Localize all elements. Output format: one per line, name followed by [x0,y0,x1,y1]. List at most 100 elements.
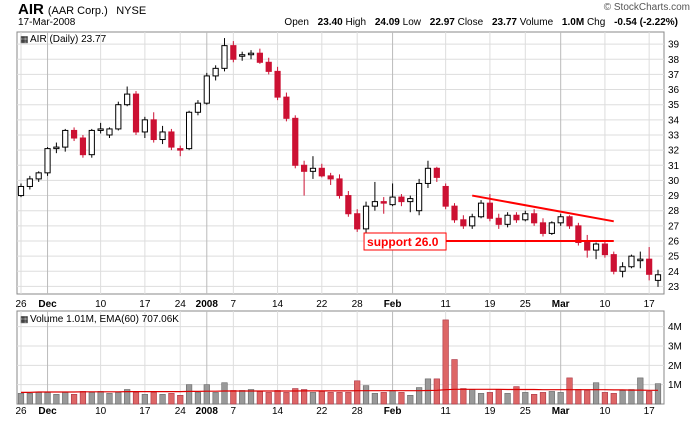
candle-body [62,129,69,148]
volume-x-tick-label: 28 [352,406,364,417]
exchange-name: NYSE [116,5,147,17]
price-y-tick-label: 39 [668,40,680,51]
quote-volume-value: 1.0M [561,17,585,28]
candle-body [17,185,25,197]
price-y-tick-label: 28 [668,206,680,217]
volume-bar [601,392,609,405]
candle-body [513,214,520,221]
volume-bar [637,377,644,405]
candle-body [424,167,432,184]
volume-x-tick-label: 2008 [196,406,219,417]
volume-bar [44,392,51,405]
volume-bar [88,392,95,405]
price-x-tick-label: 14 [272,299,284,310]
candle-body [601,243,609,256]
price-x-tick-label: 10 [599,299,611,310]
volume-bar [177,395,184,405]
volume-bar [610,393,617,405]
candle-body [132,93,140,133]
quote-summary: Open 23.40 High 24.09 Low 22.97 Close 23… [284,17,678,28]
volume-x-tick-label: 26 [15,406,27,417]
price-x-tick-label: 24 [175,299,187,310]
volume-bar [309,392,317,405]
price-x-tick-label: 11 [440,299,451,310]
volume-bar [442,319,449,405]
price-chart: support 26.0 23 24 25 26 27 28 29 30 31 32 33 34 35 3… [15,31,680,310]
volume-x-tick-label: 17 [139,406,151,417]
ticker-symbol: AIR [18,1,44,18]
quote-high-value: 24.09 [374,17,400,28]
candle-body [212,67,219,77]
price-x-tick-label: 10 [95,299,107,310]
quote-low-label: Low [402,17,422,28]
price-y-tick-label: 27 [668,221,680,232]
candle-body [584,242,591,251]
price-x-tick-label: Feb [384,299,402,310]
candle-body [124,93,131,106]
candle-body [460,219,467,227]
candle-body [97,128,104,131]
volume-bar [451,359,458,405]
volume-bar [619,390,626,405]
volume-bar [433,378,440,405]
chart-header: AIR (AAR Corp.) NYSE 17-Mar-2008 © StockC… [0,0,700,32]
volume-x-tick-label: Dec [38,406,57,417]
volume-bar [522,392,529,405]
candle-body [469,216,476,227]
price-y-tick-label: 37 [668,70,680,81]
volume-bar [318,391,325,405]
candle-body [256,52,263,63]
candle-body [221,45,228,69]
volume-x-tick-label: 22 [316,406,328,417]
volume-bar [628,389,635,405]
candle-body [654,274,662,281]
candle-body [88,129,95,156]
volume-bar [371,393,378,405]
volume-bar [584,390,591,405]
support-label-box [363,232,447,251]
candle-body [637,258,644,262]
candle-body [354,213,361,230]
candle-body [531,213,538,224]
quote-date: 17-Mar-2008 [18,17,76,28]
volume-bar [513,386,520,405]
volume-bar [575,389,582,405]
price-y-tick-label: 36 [668,85,680,96]
quote-open-value: 23.40 [317,17,343,28]
volume-legend-icon: ▦ [20,314,29,324]
volume-bar [124,389,131,405]
price-x-tick-label: 28 [352,299,364,310]
price-y-tick-label: 31 [668,161,680,172]
volume-bar [53,394,60,405]
volume-bar [159,394,166,405]
price-y-tick-label: 23 [668,282,680,293]
stockcharts-logo[interactable]: © StockCharts.com [603,2,690,13]
volume-bar [504,393,511,405]
candle-body [150,119,157,141]
price-x-tick-label: 7 [231,299,237,310]
candle-body [371,201,378,207]
candle-body [592,243,600,251]
volume-bar [106,393,113,405]
volume-chart: 1M 2M 3M 4M 26 Dec 10 17 24 2008 7 14 22 28 Feb 11 19 25… [15,310,682,417]
volume-bar [327,392,334,405]
candle-body [194,102,202,113]
candle-body [610,254,617,272]
candle-body [477,202,485,218]
candle-body [141,119,148,133]
volume-bar [531,394,538,405]
candle-body [646,258,653,275]
trendline [472,194,614,223]
price-x-tick-label: Mar [552,299,570,310]
volume-x-tick-label: 14 [272,406,284,417]
price-y-tick-label: 38 [668,55,680,66]
quote-chg-value: -0.54 (-2.22%) [614,17,678,28]
volume-bar [486,392,494,405]
candle-body [380,201,387,204]
price-x-tick-label: 25 [520,299,532,310]
volume-bar [407,395,414,405]
quote-chg-label: Chg [586,17,606,28]
volume-bar [460,388,467,405]
price-y-tick-label: 34 [668,115,680,126]
